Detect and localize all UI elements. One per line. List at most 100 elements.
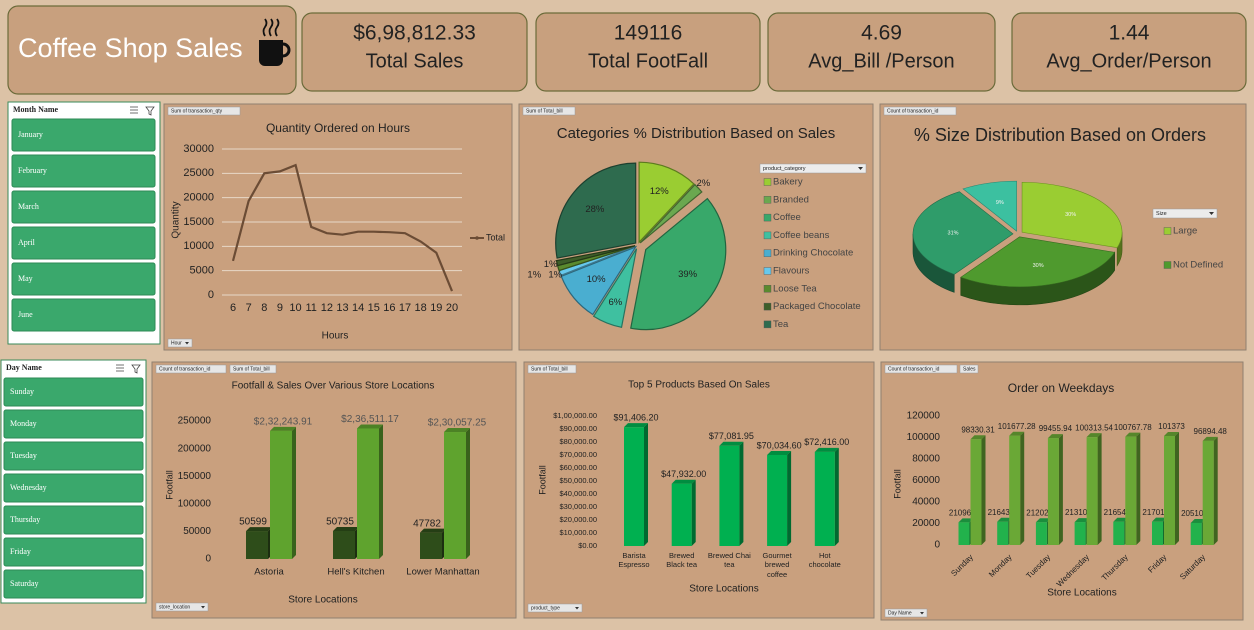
x-tick-label: 13 bbox=[336, 302, 348, 314]
bar-top bbox=[1190, 518, 1206, 523]
chart-title: Categories % Distribution Based on Sales bbox=[557, 125, 835, 142]
bar-top bbox=[671, 479, 696, 484]
x-tick-label: 17 bbox=[399, 302, 411, 314]
slicer-item[interactable] bbox=[11, 118, 156, 152]
data-label: 39% bbox=[678, 269, 698, 280]
y-tick-label: 100000 bbox=[907, 432, 941, 443]
x-tick-label: Hot chocolate bbox=[808, 551, 841, 570]
bar-side bbox=[1136, 432, 1141, 545]
field-button[interactable] bbox=[527, 364, 577, 374]
x-tick-label: 12 bbox=[321, 302, 333, 314]
y-tick-label: 150000 bbox=[178, 471, 212, 482]
field-button[interactable] bbox=[229, 364, 277, 374]
slicer-item[interactable] bbox=[11, 190, 156, 224]
data-label: 28% bbox=[585, 204, 605, 215]
bar-top bbox=[1074, 518, 1090, 523]
x-tick-label-box: Brewed Chai tea bbox=[708, 551, 751, 569]
slicer-item[interactable] bbox=[3, 409, 144, 439]
pie-slice bbox=[592, 248, 638, 329]
legend-label: Total bbox=[486, 232, 505, 242]
axis-button[interactable] bbox=[884, 608, 928, 618]
slicer-item[interactable] bbox=[11, 154, 156, 188]
data-label: 100313.54 bbox=[1075, 423, 1113, 432]
bar-side bbox=[1020, 431, 1025, 545]
slicer-item[interactable] bbox=[3, 569, 144, 599]
legend-title-box[interactable] bbox=[1152, 208, 1218, 219]
bar bbox=[1074, 522, 1086, 545]
axis-button-label: product_type bbox=[531, 606, 560, 612]
legend-label: Large bbox=[1173, 226, 1197, 237]
slicer-item-label: Thursday bbox=[10, 515, 40, 524]
data-label: $47,932.00 bbox=[661, 469, 706, 479]
slicer-item[interactable] bbox=[3, 377, 144, 407]
legend-label: Tea bbox=[773, 319, 789, 330]
pie-slice bbox=[555, 162, 637, 259]
legend-label: Bakery bbox=[773, 177, 803, 188]
data-label: 50735 bbox=[326, 517, 354, 528]
y-tick-label: $40,000.00 bbox=[559, 489, 597, 498]
kpi-label: Total FootFall bbox=[588, 50, 708, 72]
data-label: 30% bbox=[1033, 263, 1044, 269]
slicer-item-label: Sunday bbox=[10, 387, 34, 396]
x-tick-label: 16 bbox=[383, 302, 395, 314]
bar bbox=[333, 530, 355, 559]
bar bbox=[357, 428, 379, 559]
axis-button[interactable] bbox=[167, 338, 193, 348]
dashboard-title: Coffee Shop Sales bbox=[18, 33, 243, 63]
axis-button-dropdown bbox=[201, 606, 205, 609]
bar bbox=[1202, 440, 1214, 545]
legend-swatch bbox=[763, 178, 772, 186]
axis-button[interactable] bbox=[155, 602, 209, 612]
y-tick-label: 15000 bbox=[183, 216, 214, 228]
kpi-card bbox=[301, 12, 528, 92]
bar bbox=[997, 521, 1009, 545]
bar bbox=[1125, 436, 1137, 545]
data-label: 101677.28 bbox=[998, 422, 1036, 431]
line-series bbox=[231, 163, 454, 292]
chart-title: Footfall & Sales Over Various Store Loca… bbox=[232, 381, 435, 392]
field-button[interactable] bbox=[959, 364, 979, 374]
field-button[interactable] bbox=[883, 106, 957, 116]
y-tick-label: 25000 bbox=[183, 167, 214, 179]
slicer-item[interactable] bbox=[3, 473, 144, 503]
x-tick-label-box: Barista Espresso bbox=[618, 551, 649, 569]
slicer-item[interactable] bbox=[3, 441, 144, 471]
axis-button-label: store_location bbox=[159, 605, 190, 611]
data-label: $72,416.00 bbox=[804, 437, 849, 447]
x-tick-label: 8 bbox=[261, 302, 267, 314]
pie-slice bbox=[560, 245, 638, 316]
bar-top bbox=[246, 527, 272, 532]
bar-top bbox=[1152, 517, 1167, 522]
y-tick-label: 30000 bbox=[183, 143, 214, 155]
bar-top bbox=[997, 517, 1013, 522]
field-button[interactable] bbox=[155, 364, 227, 374]
bar-top bbox=[1113, 517, 1129, 522]
bar-side bbox=[292, 426, 296, 559]
legend-title-box[interactable] bbox=[759, 163, 867, 174]
x-tick-label: Brewed Black tea bbox=[666, 551, 698, 570]
data-label: 50599 bbox=[239, 517, 267, 528]
pie-slice bbox=[639, 183, 703, 244]
legend-swatch bbox=[763, 196, 772, 204]
legend-label: Not Defined bbox=[1173, 260, 1223, 271]
axis-button[interactable] bbox=[527, 603, 583, 613]
slicer-item[interactable] bbox=[11, 226, 156, 260]
x-tick-label: 6 bbox=[230, 302, 236, 314]
slicer-item[interactable] bbox=[11, 262, 156, 296]
field-button[interactable] bbox=[522, 106, 576, 116]
slicer-item[interactable] bbox=[11, 298, 156, 332]
chart-title: Top 5 Products Based On Sales bbox=[628, 380, 770, 391]
bar bbox=[1047, 438, 1059, 545]
y-tick-label: 10000 bbox=[183, 240, 214, 252]
bar bbox=[1086, 437, 1098, 545]
field-button[interactable] bbox=[884, 364, 958, 374]
y-tick-label: 80000 bbox=[912, 454, 940, 465]
field-button[interactable] bbox=[167, 106, 241, 116]
slicer-item[interactable] bbox=[3, 505, 144, 535]
kpi-value: 4.69 bbox=[861, 22, 902, 45]
slicer-item[interactable] bbox=[3, 537, 144, 567]
y-tick-label: $20,000.00 bbox=[559, 515, 597, 524]
x-axis-title: Hours bbox=[322, 331, 349, 342]
legend-swatch bbox=[763, 302, 772, 311]
